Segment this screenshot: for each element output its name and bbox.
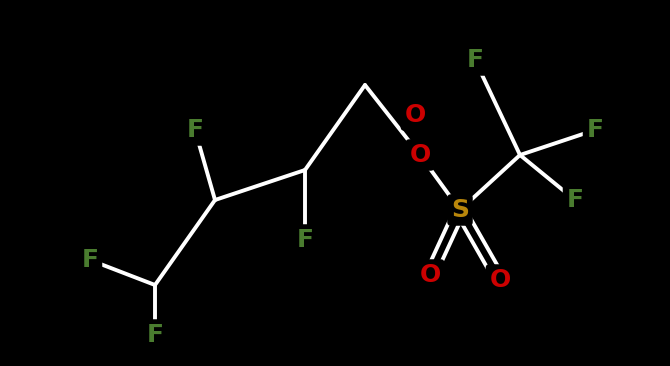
- Text: F: F: [147, 323, 163, 347]
- Text: F: F: [586, 118, 604, 142]
- Text: F: F: [297, 228, 314, 252]
- Text: O: O: [489, 268, 511, 292]
- Text: F: F: [82, 248, 98, 272]
- Text: O: O: [405, 103, 425, 127]
- Text: F: F: [567, 188, 584, 212]
- Text: S: S: [451, 198, 469, 222]
- Text: F: F: [466, 48, 484, 72]
- Text: O: O: [409, 143, 431, 167]
- Text: O: O: [419, 263, 441, 287]
- Text: F: F: [186, 118, 204, 142]
